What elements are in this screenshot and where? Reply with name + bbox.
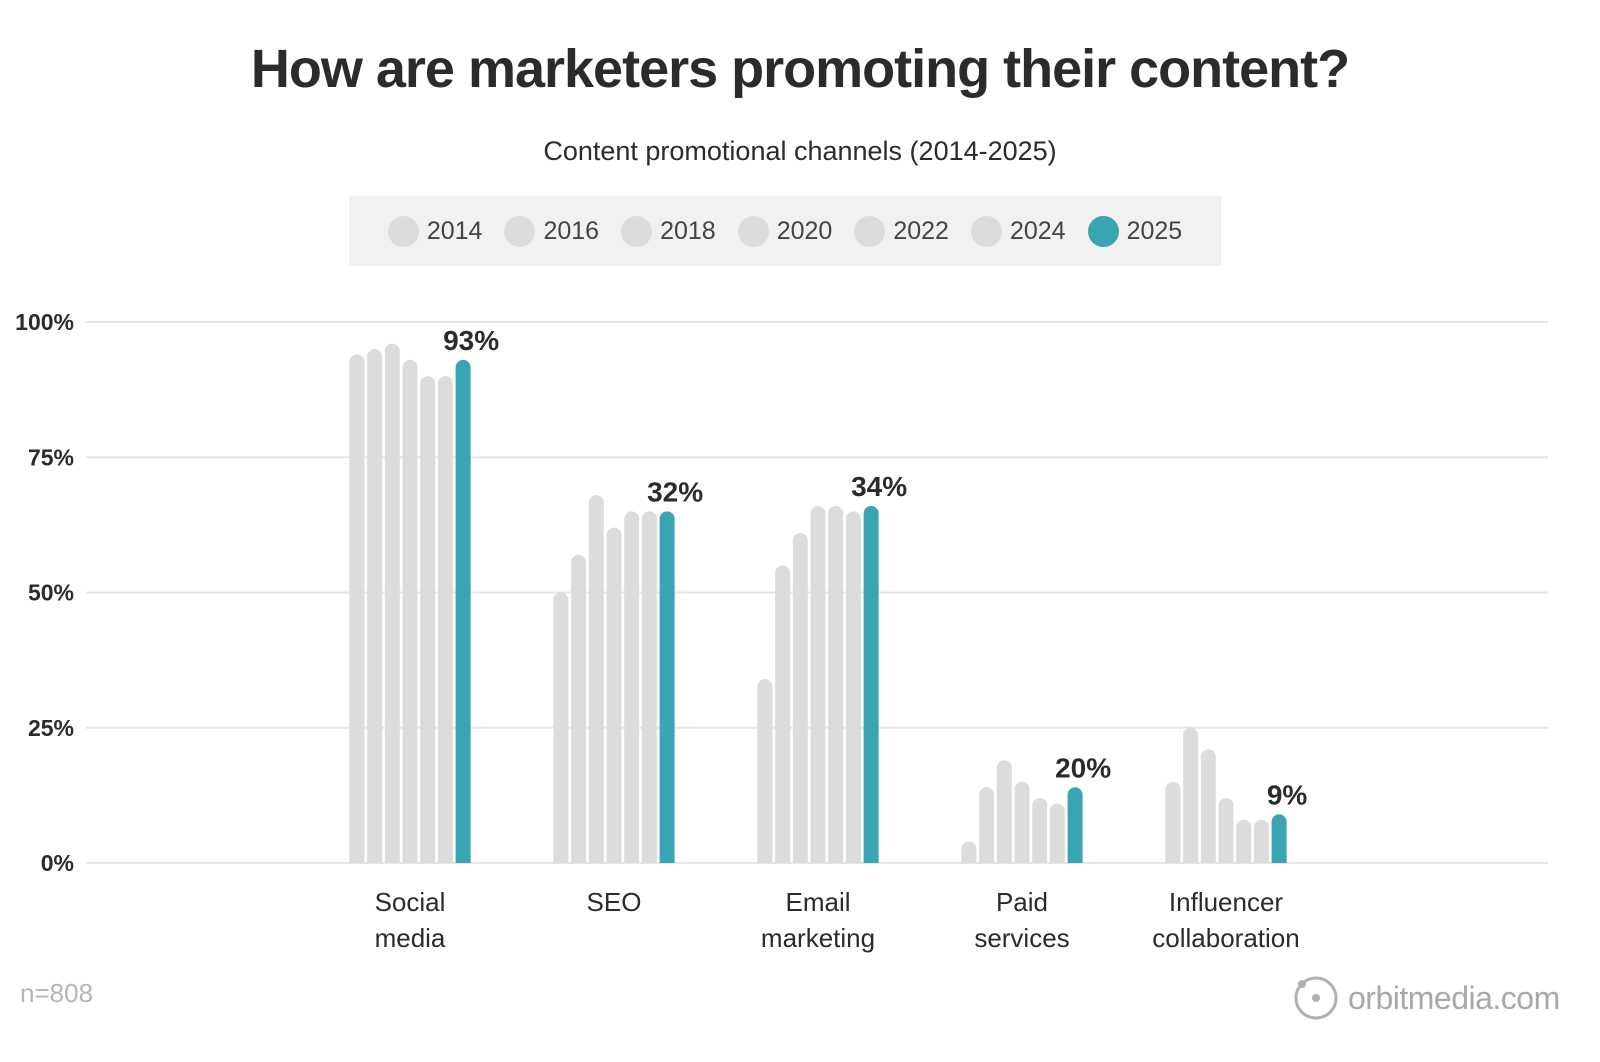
orbit-icon — [1294, 976, 1338, 1020]
x-category-label: services — [974, 923, 1069, 953]
legend-item-2025[interactable]: 2025 — [1087, 215, 1183, 247]
legend-dot-icon — [970, 215, 1002, 247]
bar-2024 — [437, 376, 453, 863]
bar-2020 — [810, 505, 826, 863]
bar-2020 — [1218, 798, 1234, 863]
x-category-label: SEO — [587, 887, 642, 917]
legend-label: 2022 — [893, 216, 949, 245]
bar-2025 — [1271, 814, 1287, 863]
bar-2014 — [1165, 781, 1181, 863]
bar-2025 — [1067, 787, 1083, 863]
bar-2025 — [455, 359, 471, 863]
bar-2018 — [996, 760, 1012, 863]
legend: 2014 2016 2018 2020 2022 2024 2025 — [349, 196, 1221, 266]
bar-2022 — [420, 376, 436, 863]
legend-label: 2016 — [543, 216, 600, 245]
legend-dot-icon — [621, 215, 653, 247]
bar-2018 — [792, 532, 808, 863]
legend-dot-icon — [387, 215, 419, 247]
bar-2022 — [828, 505, 844, 863]
bar-2018 — [588, 495, 604, 863]
legend-dot-icon — [504, 215, 536, 247]
bar-2016 — [571, 554, 587, 863]
legend-item-2024[interactable]: 2024 — [970, 215, 1066, 247]
legend-dot-icon — [854, 215, 886, 247]
legend-item-2014[interactable]: 2014 — [387, 215, 483, 247]
y-tick-label: 100% — [15, 309, 74, 335]
data-label: 32% — [647, 476, 703, 507]
y-tick-label: 50% — [28, 580, 74, 606]
bar-2016 — [367, 349, 383, 863]
legend-label: 2020 — [776, 216, 833, 245]
bar-2022 — [1236, 819, 1252, 863]
legend-item-2016[interactable]: 2016 — [504, 215, 600, 247]
x-category-label: Email — [785, 887, 850, 917]
data-label: 9% — [1267, 779, 1308, 810]
legend-item-2022[interactable]: 2022 — [854, 215, 949, 247]
orbitmedia-logo: orbitmedia.com — [1294, 972, 1560, 1024]
y-tick-label: 75% — [28, 444, 74, 470]
bar-2020 — [606, 527, 622, 863]
y-tick-label: 25% — [28, 715, 74, 741]
legend-label: 2014 — [426, 216, 483, 245]
legend-dot-icon — [1087, 215, 1119, 247]
y-tick-label: 0% — [41, 850, 74, 876]
legend-label: 2018 — [660, 216, 716, 245]
legend-dot-icon — [737, 215, 769, 247]
legend-item-2020[interactable]: 2020 — [737, 215, 833, 247]
logo-text: orbitmedia.com — [1348, 979, 1560, 1016]
bar-2022 — [1032, 798, 1048, 863]
x-category-label: marketing — [761, 923, 875, 953]
bar-2014 — [757, 679, 773, 863]
x-category-label: media — [375, 923, 446, 953]
data-label: 34% — [851, 471, 907, 502]
x-category-label: Paid — [996, 887, 1048, 917]
x-category-label: Social — [375, 887, 446, 917]
bar-2016 — [775, 565, 791, 863]
legend-item-2018[interactable]: 2018 — [621, 215, 716, 247]
x-category-label: Influencer — [1169, 887, 1284, 917]
bar-2025 — [659, 511, 675, 863]
x-category-label: collaboration — [1152, 923, 1299, 953]
bar-2016 — [979, 787, 995, 863]
bar-2014 — [553, 592, 569, 863]
data-label: 20% — [1055, 752, 1111, 783]
sample-size-note: n=808 — [20, 978, 94, 1008]
bar-2014 — [961, 841, 977, 863]
chart-title: How are marketers promoting their conten… — [250, 39, 1350, 99]
bar-2016 — [1183, 727, 1199, 863]
bar-2024 — [845, 511, 861, 863]
bar-2024 — [1049, 803, 1065, 863]
bar-2018 — [1200, 749, 1216, 863]
bar-2014 — [349, 354, 365, 863]
legend-label: 2024 — [1009, 216, 1066, 245]
bar-2020 — [1014, 781, 1030, 863]
bar-2024 — [641, 511, 657, 863]
chart-subtitle: Content promotional channels (2014-2025) — [543, 136, 1057, 166]
legend-label: 2025 — [1126, 216, 1183, 245]
data-label: 93% — [443, 325, 499, 356]
bar-2018 — [384, 343, 400, 864]
bar-2022 — [624, 511, 640, 863]
bar-2024 — [1253, 819, 1269, 863]
bar-2025 — [863, 505, 879, 863]
bar-2020 — [402, 359, 418, 863]
